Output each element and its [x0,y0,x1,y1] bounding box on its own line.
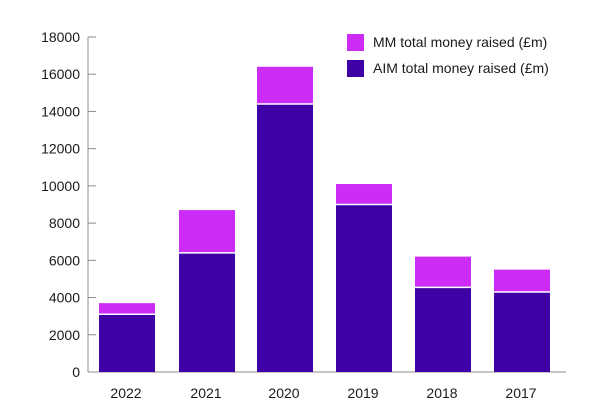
bar-mm-2022 [99,303,155,315]
y-tick-label: 6000 [49,252,80,268]
y-tick-label: 2000 [49,327,80,343]
bar-aim-2021 [179,252,235,372]
bar-aim-2017 [494,291,550,372]
bar-aim-2022 [99,314,155,372]
y-axis: 0 2000 4000 6000 8000 10000 12000 14000 16000 180… [41,29,96,380]
legend-label: MM total money raised (£m) [373,34,547,50]
bar-aim-2018 [415,287,471,372]
bar-mm-2017 [494,269,550,292]
x-tick-label: 2017 [505,385,536,400]
legend: MM total money raised (£m) AIM total mone… [347,34,549,77]
bar-mm-2020 [257,66,313,104]
y-tick-label: 4000 [49,290,80,306]
bar-mm-2021 [179,210,235,253]
y-tick-label: 18000 [41,29,80,45]
bar-mm-2018 [415,256,471,288]
x-axis: 2022 2021 2020 2019 2018 2017 [88,371,566,400]
x-tick-label: 2021 [190,385,221,400]
legend-label: AIM total money raised (£m) [373,60,549,76]
bar-aim-2019 [336,204,392,372]
x-tick-label: 2019 [347,385,378,400]
x-tick-label: 2022 [110,385,141,400]
bar-aim-2020 [257,104,313,372]
bar-mm-2019 [336,184,392,205]
x-tick-label: 2020 [268,385,299,400]
legend-swatch [347,60,364,77]
y-tick-label: 14000 [41,103,80,119]
bars [99,66,550,372]
y-tick-label: 16000 [41,66,80,82]
y-tick-label: 10000 [41,178,80,194]
legend-swatch [347,34,364,51]
y-tick-label: 8000 [49,215,80,231]
y-tick-label: 12000 [41,141,80,157]
x-tick-label: 2018 [426,385,457,400]
y-tick-label: 0 [72,364,80,380]
